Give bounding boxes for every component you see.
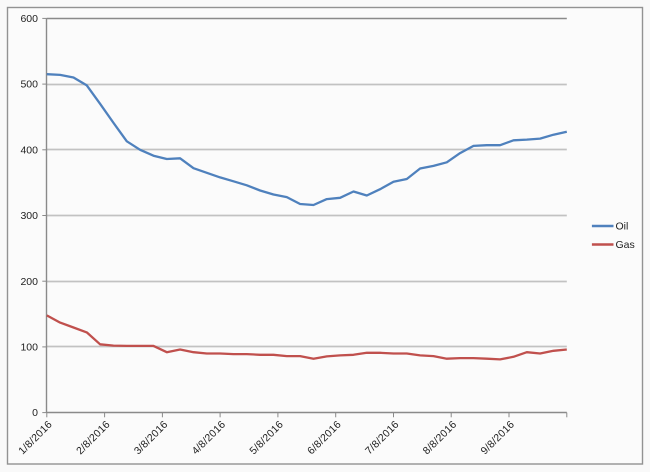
- svg-text:600: 600: [20, 13, 38, 25]
- svg-text:100: 100: [20, 342, 38, 354]
- svg-text:0: 0: [32, 407, 38, 419]
- svg-text:300: 300: [20, 210, 38, 222]
- svg-text:Gas: Gas: [616, 239, 635, 251]
- svg-text:500: 500: [20, 79, 38, 91]
- svg-text:200: 200: [20, 276, 38, 288]
- svg-text:400: 400: [20, 144, 38, 156]
- svg-text:Oil: Oil: [616, 221, 629, 233]
